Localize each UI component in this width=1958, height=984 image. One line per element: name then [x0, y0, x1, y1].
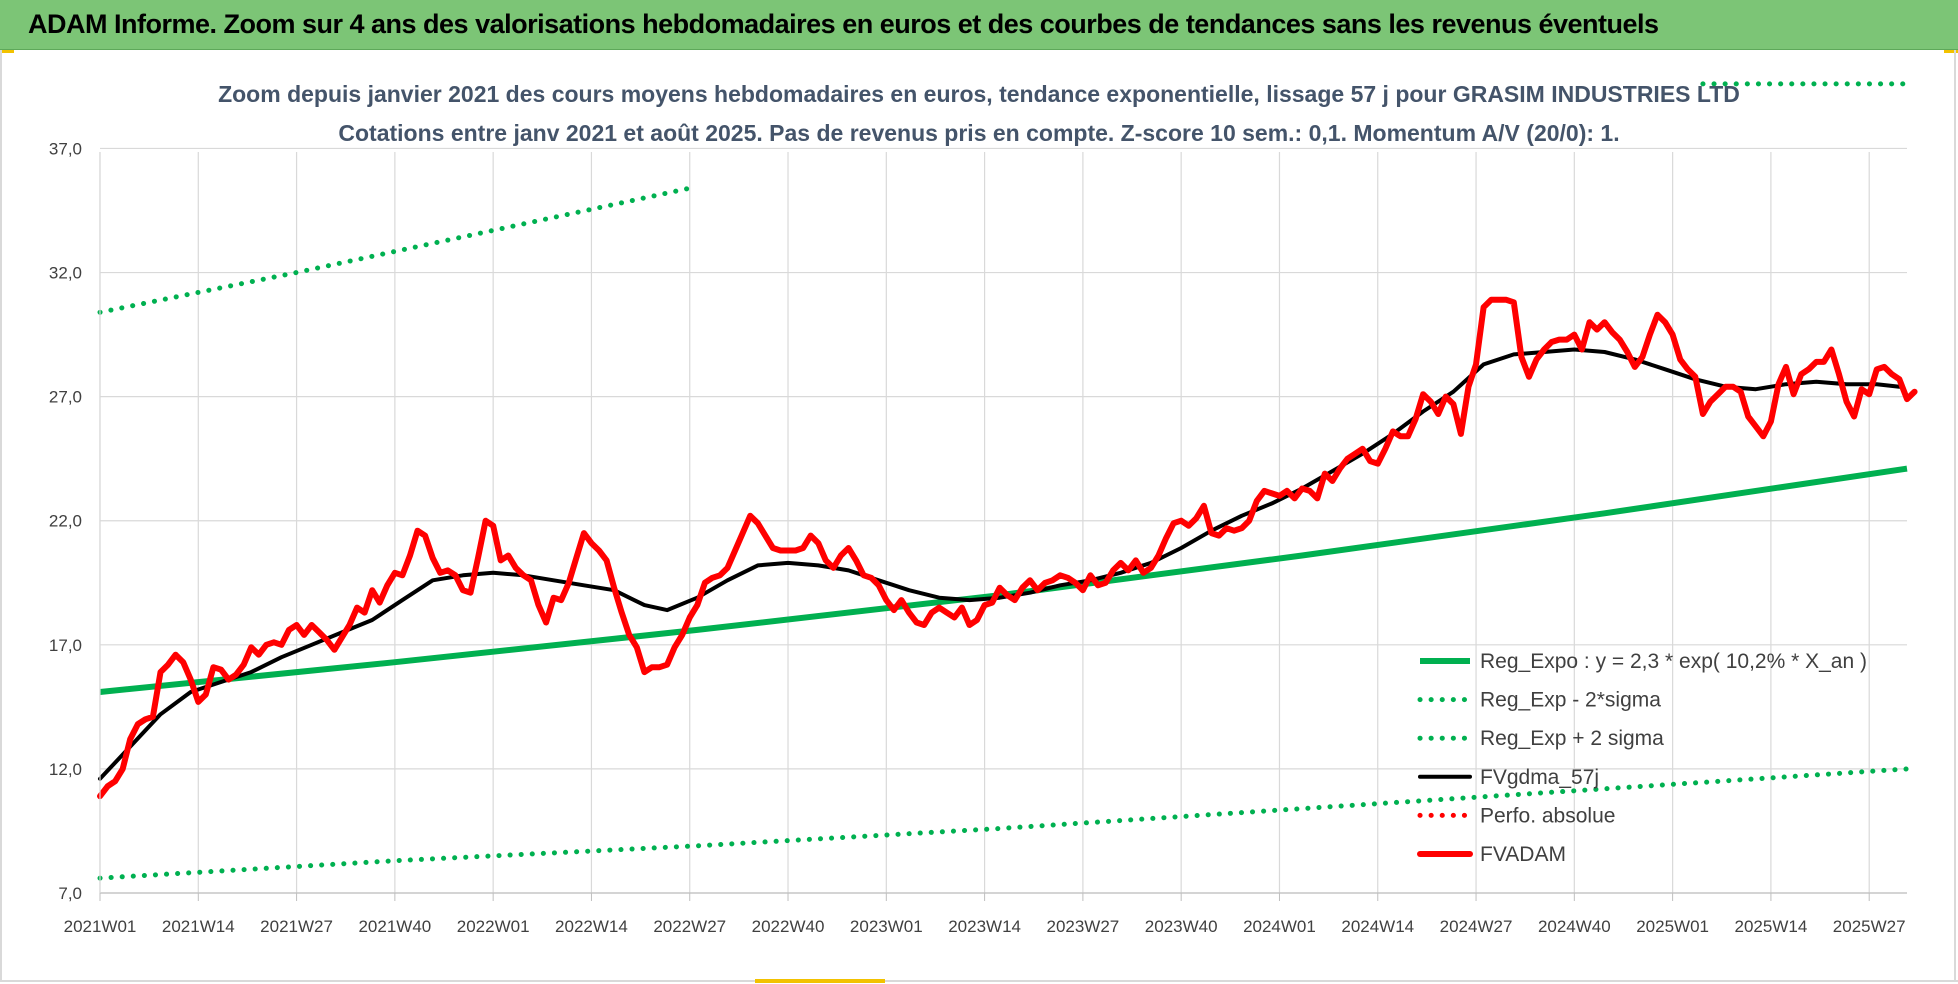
series-line-fvgdma-57j	[98, 347, 1902, 781]
x-tick-label: 2024W27	[1440, 917, 1513, 936]
x-tick-label: 2024W01	[1243, 917, 1316, 936]
x-tick-label: 2025W14	[1735, 917, 1808, 936]
x-tick-label: 2021W27	[260, 917, 333, 936]
legend-label-reg-exp-2-sigma: Reg_Exp + 2 sigma	[1480, 727, 1664, 750]
corner-tick-left	[0, 50, 14, 53]
x-tick-label: 2023W40	[1145, 917, 1218, 936]
corner-tick-right	[1944, 50, 1958, 53]
x-tick-label: 2021W01	[64, 917, 137, 936]
legend-label-reg-exp-2-sigma: Reg_Exp - 2*sigma	[1480, 689, 1661, 712]
y-tick-label: 27,0	[49, 388, 82, 407]
legend-label-reg-expo-y-2-3-exp-10-2-x-an: Reg_Expo : y = 2,3 * exp( 10,2% * X_an )	[1480, 650, 1867, 673]
frame-right-edge	[1954, 50, 1956, 980]
header-banner: ADAM Informe. Zoom sur 4 ans des valoris…	[0, 0, 1958, 50]
grid-layer	[99, 147, 1907, 894]
bottom-accent	[755, 979, 885, 983]
x-tick-label: 2022W14	[555, 917, 628, 936]
x-tick-label: 2021W14	[162, 917, 235, 936]
series-line-reg-exp-2-sigma	[97, 766, 1910, 881]
chart-title: Zoom depuis janvier 2021 des cours moyen…	[218, 81, 1740, 107]
x-tick-label: 2022W27	[653, 917, 726, 936]
y-tick-label: 17,0	[49, 636, 82, 655]
y-tick-label: 7,0	[58, 884, 82, 903]
x-tick-label: 2024W40	[1538, 917, 1611, 936]
y-tick-label: 22,0	[49, 512, 82, 531]
series-line-reg-exp-2-sigma	[97, 185, 693, 315]
legend: Reg_Expo : y = 2,3 * exp( 10,2% * X_an )…	[1417, 650, 1867, 866]
legend-label-fvgdma-57j: FVgdma_57j	[1480, 766, 1599, 789]
chart-area: 7,0 12,0 17,0 22,0 27,0 32,0 37,0 2021W01 2021W1…	[0, 56, 1958, 982]
chart-subtitle: Cotations entre janv 2021 et août 2025. …	[338, 120, 1619, 146]
frame-bottom-edge	[0, 980, 1958, 982]
x-tick-label: 2022W01	[457, 917, 530, 936]
series-layer	[97, 81, 1918, 881]
series-line-fvadam	[97, 296, 1918, 800]
x-tick-label: 2023W27	[1046, 917, 1119, 936]
y-tick-label: 32,0	[49, 264, 82, 283]
axis-layer: 7,0 12,0 17,0 22,0 27,0 32,0 37,0 2021W01 2021W1…	[49, 139, 1907, 936]
y-tick-label: 12,0	[49, 760, 82, 779]
series-line-reg-expo-y-2-3-exp-10-2-x-an	[99, 465, 1908, 695]
legend-label-perfo-absolue: Perfo. absolue	[1480, 804, 1615, 827]
x-tick-label: 2023W14	[948, 917, 1021, 936]
page-title: ADAM Informe. Zoom sur 4 ans des valoris…	[28, 9, 1659, 39]
x-tick-label: 2023W01	[850, 917, 923, 936]
frame-left-edge	[0, 50, 2, 980]
y-tick-label: 37,0	[49, 139, 82, 158]
x-tick-label: 2024W14	[1341, 917, 1414, 936]
legend-label-fvadam: FVADAM	[1480, 843, 1566, 866]
x-tick-label: 2025W27	[1833, 917, 1906, 936]
chart-svg: 7,0 12,0 17,0 22,0 27,0 32,0 37,0 2021W01 2021W1…	[49, 81, 1918, 936]
x-tick-label: 2021W40	[358, 917, 431, 936]
x-tick-label: 2022W40	[752, 917, 825, 936]
x-tick-label: 2025W01	[1636, 917, 1709, 936]
